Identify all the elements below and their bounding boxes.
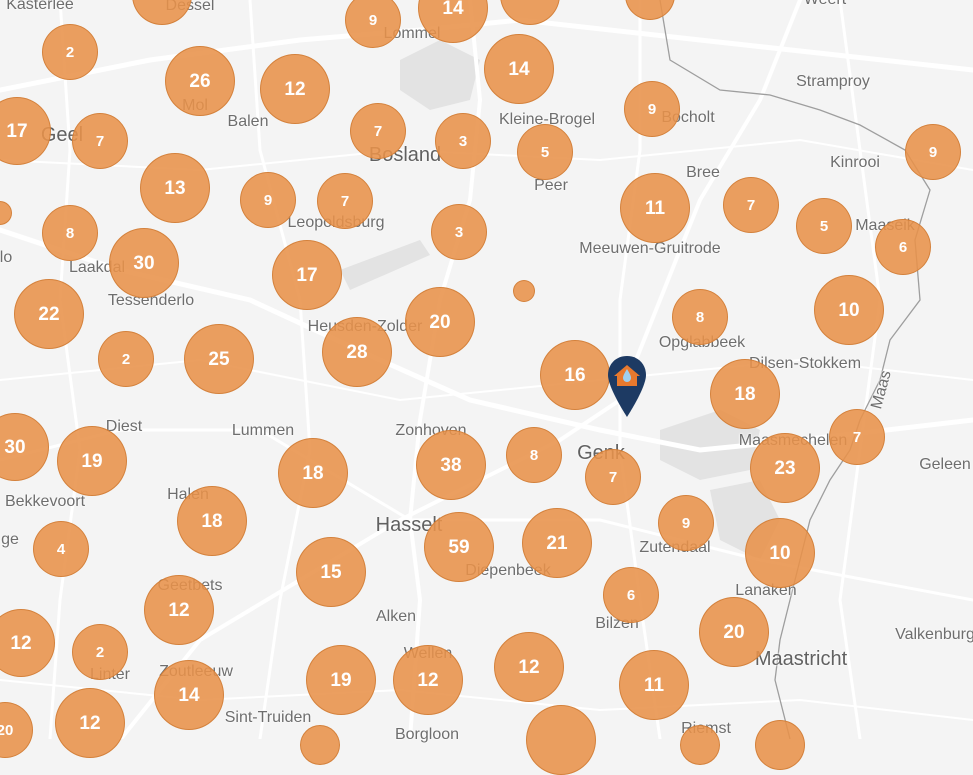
place-label: Alken bbox=[375, 608, 417, 625]
cluster-marker[interactable]: 5 bbox=[796, 198, 852, 254]
cluster-marker[interactable]: 12 bbox=[55, 688, 125, 758]
cluster-marker[interactable]: 7 bbox=[829, 409, 885, 465]
cluster-marker[interactable] bbox=[300, 725, 340, 765]
cluster-marker[interactable]: 5 bbox=[517, 124, 573, 180]
cluster-marker[interactable]: 20 bbox=[699, 597, 769, 667]
house-water-drop-icon bbox=[614, 365, 640, 386]
cluster-marker[interactable]: 12 bbox=[260, 54, 330, 124]
place-label: Sint-Truiden bbox=[224, 709, 312, 726]
place-label: Peer bbox=[534, 177, 568, 194]
place-label: Kasterlee bbox=[6, 0, 74, 13]
place-label: Borgloon bbox=[394, 726, 460, 743]
place-label: Dilsen-Stokkem bbox=[748, 355, 862, 372]
selected-location-marker[interactable] bbox=[607, 355, 647, 419]
cluster-marker[interactable]: 25 bbox=[184, 324, 254, 394]
cluster-marker[interactable]: 6 bbox=[603, 567, 659, 623]
place-label: Stramproy bbox=[796, 73, 870, 90]
cluster-marker[interactable]: 7 bbox=[723, 177, 779, 233]
place-label: Diest bbox=[105, 418, 143, 435]
place-label: Tessenderlo bbox=[107, 292, 195, 309]
pin-shape bbox=[608, 356, 646, 417]
cluster-marker[interactable]: 12 bbox=[144, 575, 214, 645]
cluster-marker[interactable]: 9 bbox=[624, 81, 680, 137]
cluster-marker[interactable]: 4 bbox=[33, 521, 89, 577]
place-label: Hasselt bbox=[375, 514, 443, 536]
cluster-marker[interactable]: 2 bbox=[72, 624, 128, 680]
cluster-marker[interactable]: 2 bbox=[42, 24, 98, 80]
cluster-marker[interactable]: 59 bbox=[424, 512, 494, 582]
cluster-marker[interactable]: 3 bbox=[435, 113, 491, 169]
cluster-marker[interactable]: 15 bbox=[296, 537, 366, 607]
cluster-marker[interactable]: 7 bbox=[72, 113, 128, 169]
cluster-marker[interactable]: 11 bbox=[620, 173, 690, 243]
cluster-marker[interactable]: 7 bbox=[585, 449, 641, 505]
place-label: ge bbox=[1, 531, 19, 548]
place-label: Weert bbox=[804, 0, 846, 9]
cluster-marker[interactable]: 12 bbox=[393, 645, 463, 715]
cluster-marker[interactable]: 12 bbox=[494, 632, 564, 702]
cluster-marker[interactable]: 9 bbox=[345, 0, 401, 48]
cluster-marker[interactable]: 10 bbox=[814, 275, 884, 345]
cluster-marker[interactable] bbox=[526, 705, 596, 775]
cluster-marker[interactable]: 6 bbox=[875, 219, 931, 275]
place-label: Kleine-Brogel bbox=[498, 111, 596, 128]
cluster-marker[interactable]: 11 bbox=[619, 650, 689, 720]
cluster-marker[interactable]: 9 bbox=[658, 495, 714, 551]
cluster-marker[interactable]: 7 bbox=[317, 173, 373, 229]
cluster-marker[interactable]: 18 bbox=[710, 359, 780, 429]
cluster-marker[interactable]: 21 bbox=[522, 508, 592, 578]
cluster-marker[interactable]: 9 bbox=[240, 172, 296, 228]
cluster-marker[interactable]: 28 bbox=[322, 317, 392, 387]
cluster-marker[interactable] bbox=[680, 725, 720, 765]
cluster-marker[interactable]: 23 bbox=[750, 433, 820, 503]
cluster-marker[interactable]: 18 bbox=[278, 438, 348, 508]
cluster-marker[interactable]: 16 bbox=[540, 340, 610, 410]
place-label: Valkenburg bbox=[895, 626, 973, 643]
cluster-marker[interactable]: 3 bbox=[431, 204, 487, 260]
place-label: Bree bbox=[686, 164, 720, 181]
cluster-marker[interactable]: 26 bbox=[165, 46, 235, 116]
cluster-marker[interactable]: 10 bbox=[745, 518, 815, 588]
cluster-marker[interactable]: 7 bbox=[350, 103, 406, 159]
borders bbox=[659, 0, 931, 739]
place-label: Bekkevoort bbox=[4, 493, 86, 510]
cluster-marker[interactable]: 12 bbox=[0, 609, 55, 677]
place-label: Lummen bbox=[231, 422, 295, 439]
cluster-marker[interactable]: 13 bbox=[140, 153, 210, 223]
cluster-marker[interactable] bbox=[513, 280, 535, 302]
cluster-marker[interactable]: 30 bbox=[109, 228, 179, 298]
cluster-marker[interactable]: 8 bbox=[506, 427, 562, 483]
cluster-marker[interactable]: 14 bbox=[484, 34, 554, 104]
cluster-marker[interactable] bbox=[755, 720, 805, 770]
place-label: Geleen bbox=[919, 456, 971, 473]
cluster-marker[interactable]: 38 bbox=[416, 430, 486, 500]
cluster-marker[interactable]: 22 bbox=[14, 279, 84, 349]
place-label: Maastricht bbox=[754, 648, 848, 670]
cluster-marker[interactable]: 14 bbox=[154, 660, 224, 730]
place-label: Balen bbox=[227, 113, 269, 130]
place-label: Meeuwen-Gruitrode bbox=[579, 240, 721, 257]
place-label: lo bbox=[0, 249, 13, 266]
cluster-marker[interactable]: 17 bbox=[272, 240, 342, 310]
cluster-marker[interactable]: 18 bbox=[177, 486, 247, 556]
cluster-marker[interactable]: 8 bbox=[42, 205, 98, 261]
cluster-marker[interactable]: 2 bbox=[98, 331, 154, 387]
cluster-marker[interactable]: 8 bbox=[672, 289, 728, 345]
cluster-marker[interactable]: 19 bbox=[57, 426, 127, 496]
cluster-marker[interactable]: 20 bbox=[405, 287, 475, 357]
cluster-marker[interactable]: 9 bbox=[905, 124, 961, 180]
cluster-marker[interactable]: 19 bbox=[306, 645, 376, 715]
place-label: Kinrooi bbox=[830, 154, 880, 171]
